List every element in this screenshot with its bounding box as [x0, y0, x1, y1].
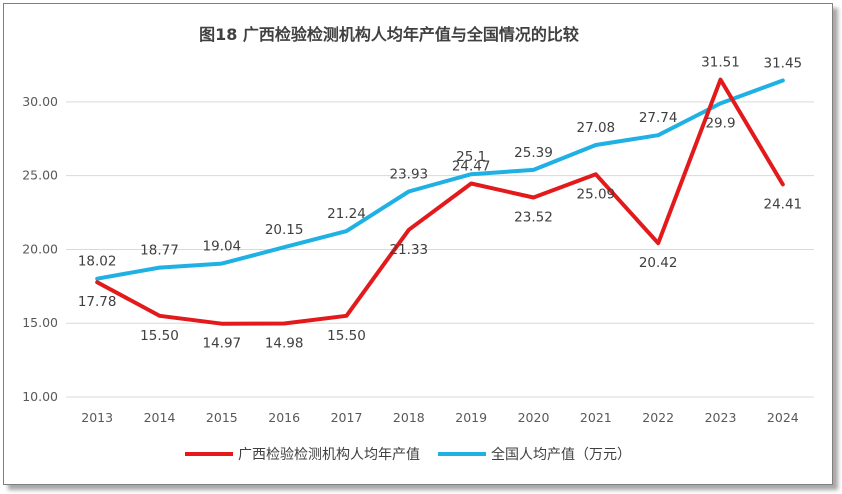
chart-title: 图18 广西检验检测机构人均年产值与全国情况的比较: [199, 25, 579, 44]
data-label-guangxi: 17.78: [78, 294, 117, 310]
data-labels: 17.78 15.50 14.97 14.98 15.50 21.33 24.47 23.52…: [78, 55, 802, 352]
series-line-national: [95, 78, 785, 281]
data-label-national: 21.24: [327, 206, 366, 222]
gridlines: [66, 101, 814, 398]
x-axis: 2013 2014 2015 2016 2017 2018 2019 2020 2021 2022…: [81, 410, 799, 425]
legend: 广西检验检测机构人均年产值 全国人均产值（万元）: [185, 446, 631, 463]
y-tick-label: 30.00: [22, 94, 58, 109]
x-tick-label: 2015: [206, 410, 238, 425]
x-tick-label: 2014: [144, 410, 176, 425]
data-label-guangxi: 15.50: [140, 328, 179, 344]
x-tick-label: 2019: [455, 410, 487, 425]
data-label-guangxi: 21.33: [390, 242, 429, 258]
data-label-national: 27.08: [577, 120, 616, 136]
x-tick-label: 2024: [767, 410, 799, 425]
data-label-guangxi: 14.98: [265, 336, 304, 352]
y-tick-label: 15.00: [22, 315, 58, 330]
data-label-national: 27.74: [639, 110, 678, 126]
data-label-guangxi: 24.41: [764, 196, 803, 212]
data-label-national: 29.9: [705, 115, 735, 131]
data-label-guangxi: 24.47: [452, 158, 491, 174]
chart-frame: 图18 广西检验检测机构人均年产值与全国情况的比较 10.00 15.00 20.0…: [3, 3, 833, 485]
data-label-guangxi: 23.52: [514, 210, 553, 226]
data-label-guangxi: 25.09: [577, 186, 616, 202]
line-chart: 图18 广西检验检测机构人均年产值与全国情况的比较 10.00 15.00 20.0…: [22, 25, 814, 463]
y-tick-label: 10.00: [22, 389, 58, 404]
data-label-national: 19.04: [203, 239, 242, 255]
data-label-guangxi: 14.97: [203, 336, 242, 352]
data-label-guangxi: 15.50: [327, 328, 366, 344]
legend-label-national: 全国人均产值（万元）: [491, 446, 631, 463]
legend-label-guangxi: 广西检验检测机构人均年产值: [238, 447, 420, 463]
x-tick-label: 2018: [393, 410, 425, 425]
data-label-national: 31.45: [764, 55, 803, 71]
x-tick-label: 2022: [642, 410, 674, 425]
data-label-guangxi: 31.51: [701, 55, 740, 71]
series-line-guangxi: [95, 77, 785, 326]
data-label-national: 25.39: [514, 145, 553, 161]
data-label-national: 23.93: [390, 166, 429, 182]
x-tick-label: 2021: [580, 410, 612, 425]
x-tick-label: 2013: [81, 410, 113, 425]
x-tick-label: 2023: [705, 410, 737, 425]
data-label-national: 18.02: [78, 254, 117, 270]
series-layer: [95, 77, 785, 326]
y-axis: 10.00 15.00 20.00 25.00 30.00: [22, 94, 58, 404]
data-label-national: 18.77: [140, 243, 179, 259]
x-tick-label: 2020: [518, 410, 550, 425]
x-tick-label: 2016: [268, 410, 300, 425]
x-tick-label: 2017: [331, 410, 363, 425]
data-label-national: 20.15: [265, 222, 304, 238]
y-tick-label: 20.00: [22, 241, 58, 256]
y-tick-label: 25.00: [22, 168, 58, 183]
data-label-guangxi: 20.42: [639, 255, 678, 271]
data-label-national: 25.1: [456, 149, 486, 165]
